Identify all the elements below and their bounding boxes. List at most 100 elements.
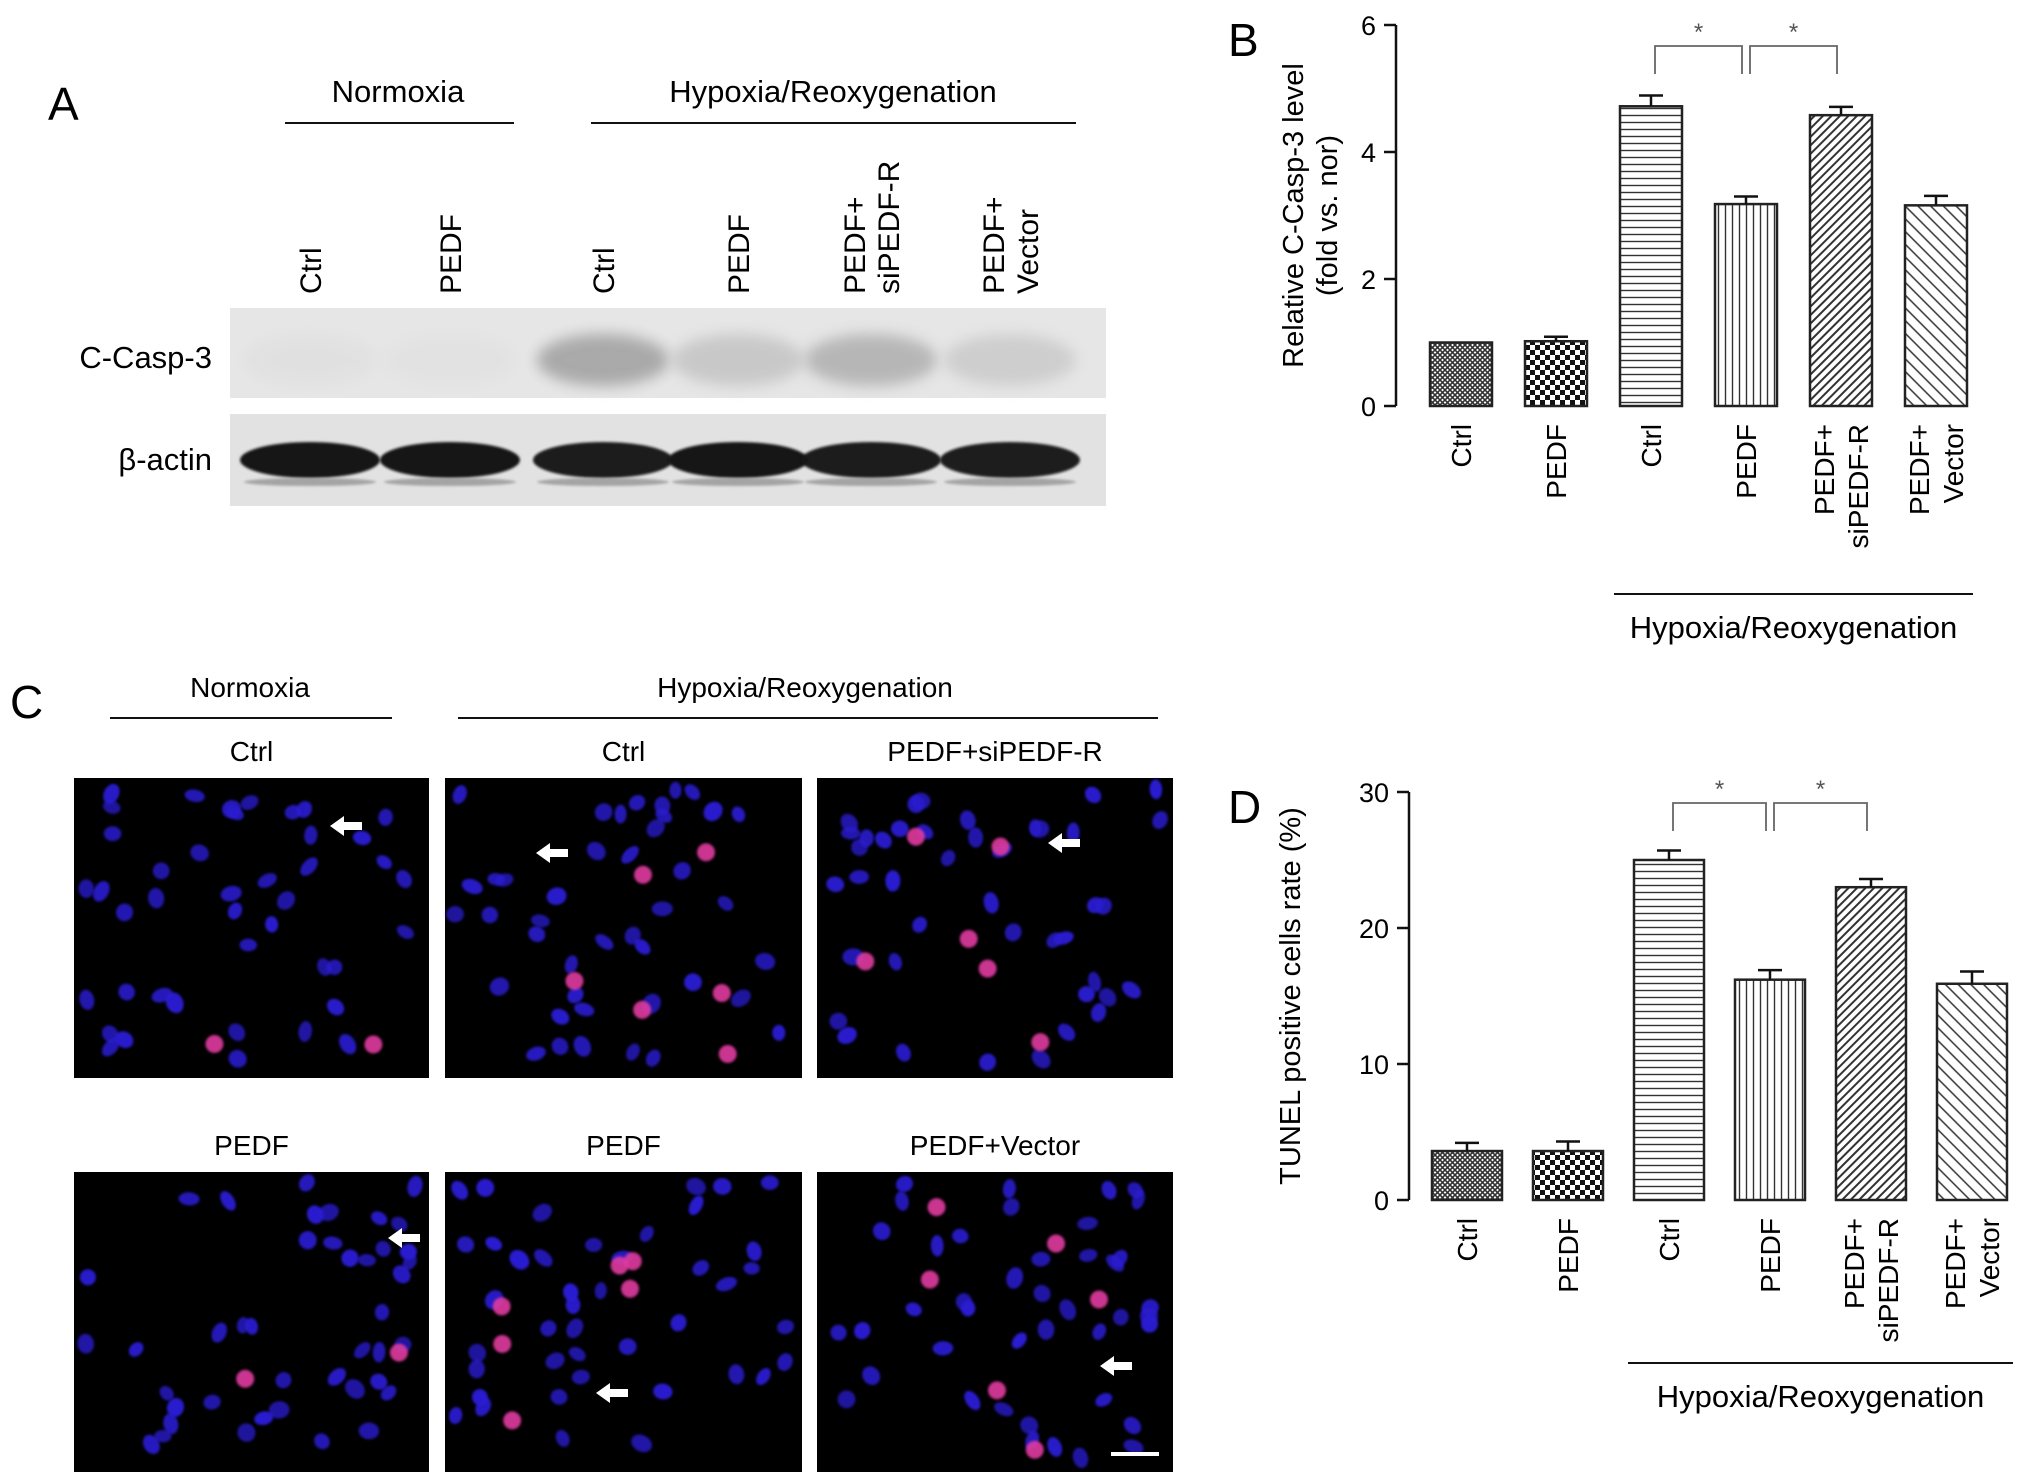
x-category-label: Ctrl [1636,424,1667,468]
dapi-nucleus [776,1319,794,1335]
dapi-nucleus [103,826,122,842]
micrograph [74,778,429,1078]
dapi-nucleus [1011,1332,1027,1349]
dapi-nucleus [837,1390,856,1409]
dapi-nucleus [318,1203,339,1222]
tunel-positive-cell [492,1297,511,1316]
dapi-nucleus [221,800,242,819]
panel-c-micrographs: C Normoxia Hypoxia/Reoxygenation Ctrl Ctr… [10,672,1173,1472]
dapi-nucleus [743,1262,760,1275]
dapi-nucleus [755,952,776,970]
dapi-nucleus [571,1369,590,1385]
group-label: Hypoxia/Reoxygenation [1657,1379,1984,1414]
dapi-nucleus [103,783,120,804]
significance-bracket [1749,45,1838,74]
dapi-nucleus [568,1346,586,1362]
dapi-nucleus [756,1368,771,1386]
tunel-positive-cell [697,843,716,862]
dapi-nucleus [526,1046,546,1061]
dapi-nucleus [551,1008,570,1025]
dapi-nucleus [911,792,931,810]
dapi-nucleus [372,1341,386,1363]
micrograph-captions: Ctrl Ctrl PEDF+siPEDF-R PEDF PEDF PEDF+Vector [214,736,1103,1161]
tunel-positive-cell [920,1270,939,1289]
dapi-nucleus [446,906,465,923]
dapi-nucleus [1090,1003,1107,1022]
blot-lane-label: PEDF+ [978,196,1011,294]
panel-a-western-blot: A Normoxia Hypoxia/Reoxygenation Ctrl PED… [48,74,1106,506]
dapi-nucleus [245,1317,259,1335]
x-category-label: siPEDF-R [1843,424,1874,548]
dapi-nucleus [456,1236,475,1253]
dapi-nucleus [228,1023,246,1042]
dapi-nucleus [888,953,903,971]
micrograph-caption: PEDF+siPEDF-R [887,736,1102,767]
hr-header: Hypoxia/Reoxygenation [669,74,996,109]
dapi-nucleus [227,902,243,920]
micrograph-caption: PEDF [214,1130,289,1161]
dapi-nucleus [968,827,984,848]
dapi-nucleus [586,841,606,861]
dapi-nucleus [567,987,584,1004]
dapi-nucleus [688,1195,704,1216]
ccasp3-band [384,334,516,386]
y-axis-label: Relative C-Casp-3 level [1278,63,1310,368]
dapi-nucleus [849,870,870,884]
tunel-positive-cell [389,1343,408,1362]
dapi-nucleus [546,887,567,906]
micrograph-background [445,778,802,1078]
dapi-nucleus [837,1026,857,1045]
tunel-positive-cell [633,865,652,884]
dapi-nucleus [254,1411,274,1426]
dapi-nucleus [528,926,546,943]
dapi-nucleus [930,1234,944,1257]
y-tick-label: 30 [1359,778,1389,808]
dapi-nucleus [651,901,673,917]
dapi-nucleus [1004,923,1022,942]
dapi-nucleus [1087,971,1102,992]
tunel-positive-cell [610,1256,629,1275]
significance-star: * [1694,19,1703,46]
bar [1523,339,1589,408]
micrograph-background [817,778,1173,1078]
dapi-nucleus [298,1021,312,1042]
dapi-nucleus [654,796,671,815]
actin-band [240,442,380,478]
micrograph-background [445,1172,802,1472]
micrograph-background [74,778,429,1078]
dapi-nucleus [731,989,751,1008]
dapi-nucleus [1057,1023,1076,1041]
dapi-nucleus [148,888,165,909]
dapi-nucleus [551,1037,569,1055]
dapi-nucleus [669,781,682,799]
dapi-nucleus [994,1402,1014,1417]
tunel-positive-cell [959,929,978,948]
dapi-nucleus [1031,1049,1051,1069]
actin-band [801,442,941,478]
x-category-label: PEDF+ [1809,424,1840,515]
dapi-nucleus [895,1191,909,1211]
dapi-nucleus [564,955,578,974]
dapi-nucleus [594,803,613,821]
dapi-nucleus [854,1322,871,1340]
dapi-nucleus [237,1423,256,1442]
bar [1935,982,2009,1202]
bar [1808,113,1874,408]
dapi-nucleus [115,1031,134,1049]
dapi-nucleus [211,1322,228,1343]
x-category-label: PEDF [1541,424,1572,499]
chart-d: 0 10 20 30 TUNEL positive cells rate (%) Ctrl… [1275,776,2013,1414]
dapi-nucleus [1084,786,1102,804]
micrograph [445,778,802,1078]
dapi-nucleus [585,1237,603,1252]
dapi-nucleus [621,846,639,864]
dapi-nucleus [375,1240,391,1257]
blot-lane-labels: Ctrl PEDF Ctrl PEDF PEDF+ siPEDF-R PEDF+ Vector [295,161,1045,294]
y-tick-label: 2 [1361,265,1376,295]
dapi-nucleus [777,1353,793,1371]
blot-row-label-ccasp3: C-Casp-3 [79,340,212,375]
dapi-nucleus [1149,779,1163,800]
dapi-nucleus [1152,811,1168,830]
dapi-nucleus [885,870,901,892]
ccasp3-band [805,334,937,386]
